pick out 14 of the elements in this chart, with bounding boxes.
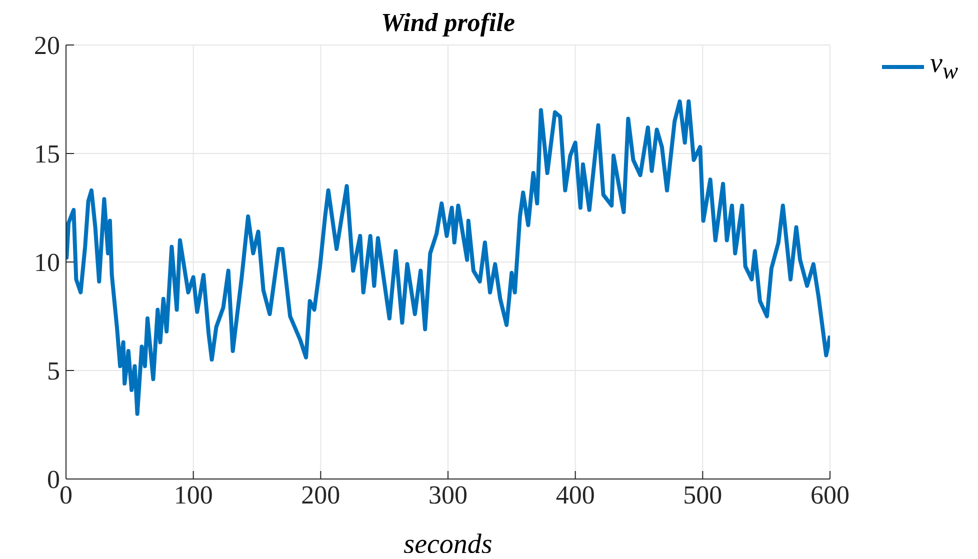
y-tick-label: 5 bbox=[47, 356, 60, 386]
y-tick-label: 15 bbox=[34, 140, 60, 169]
x-tick-label: 200 bbox=[301, 480, 340, 510]
x-tick-label: 100 bbox=[174, 480, 213, 510]
legend-label: v$_{w}$ bbox=[930, 48, 959, 86]
y-tick-label: 10 bbox=[34, 248, 60, 278]
x-tick-label: 300 bbox=[428, 480, 468, 510]
x-tick-label: 600 bbox=[810, 480, 850, 510]
y-tick-label: 20 bbox=[34, 31, 60, 60]
x-axis-title: seconds bbox=[404, 529, 492, 559]
x-tick-label: 400 bbox=[556, 480, 595, 510]
chart-title: Wind profile bbox=[380, 8, 516, 38]
line-series bbox=[66, 99, 830, 416]
x-tick-label: 500 bbox=[683, 480, 722, 510]
